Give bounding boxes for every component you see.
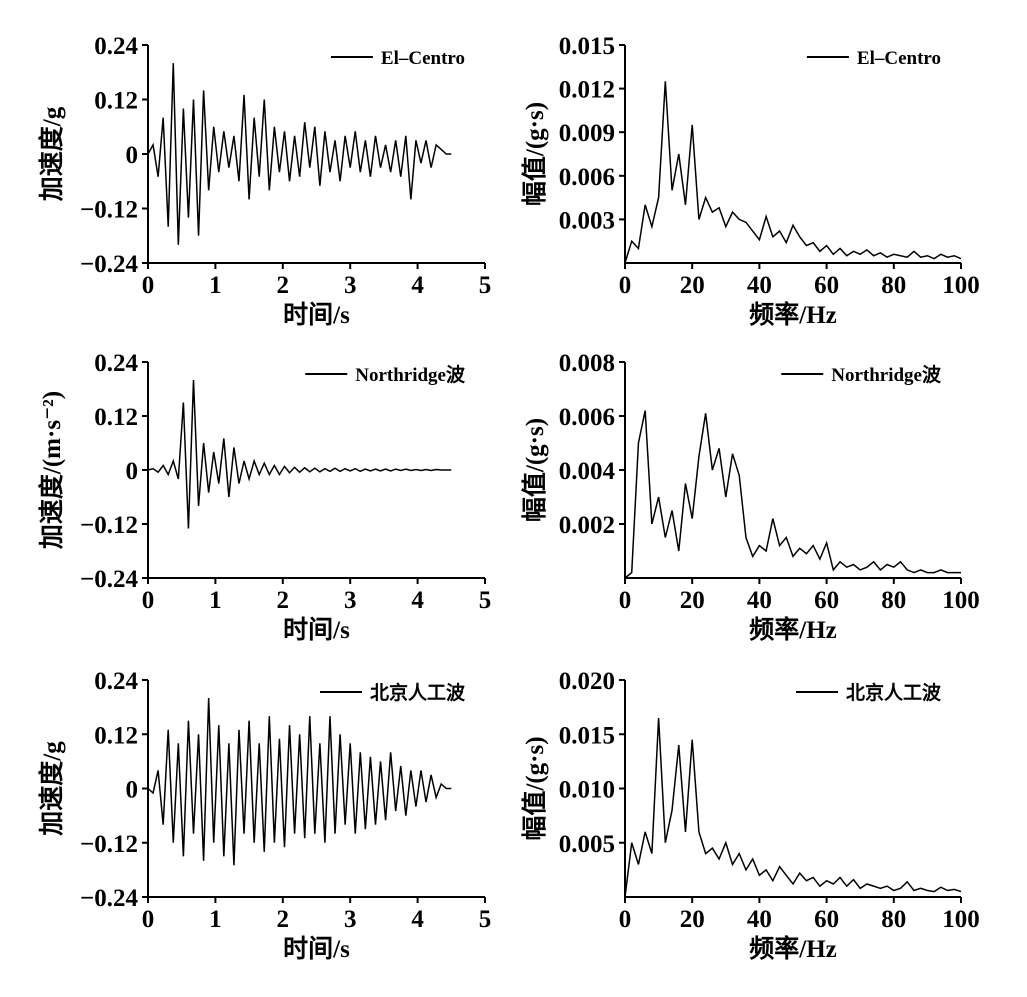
x-tick-label: 1	[209, 587, 222, 614]
series-line	[624, 81, 962, 264]
x-tick-label: 100	[942, 906, 980, 933]
legend-label: 北京人工波	[846, 681, 942, 704]
y-tick-label: 0.015	[559, 33, 615, 60]
x-axis-label: 频率/Hz	[749, 934, 837, 963]
x-tick-label: 3	[344, 906, 357, 933]
y-tick-label: 0.12	[94, 404, 138, 431]
y-tick-label: −0.24	[80, 566, 138, 593]
x-tick-label: 40	[747, 587, 772, 614]
x-tick-label: 20	[680, 587, 705, 614]
y-tick-label: 0.008	[559, 350, 615, 377]
x-tick-label: 1	[209, 906, 222, 933]
x-tick-label: 4	[411, 272, 424, 299]
y-axis-label: 加速度/g	[37, 741, 66, 837]
x-axis-label: 时间/s	[283, 935, 350, 963]
y-axis-label: 加速度/(m·s⁻²)	[37, 391, 66, 550]
y-tick-label: −0.24	[80, 885, 138, 912]
x-tick-label: 40	[747, 906, 772, 933]
y-axis-label: 幅值/(g·s)	[521, 736, 549, 840]
x-tick-label: 5	[479, 587, 492, 614]
y-tick-label: 0.002	[559, 512, 615, 539]
x-tick-label: 60	[814, 906, 839, 933]
y-tick-label: 0.006	[559, 404, 615, 431]
y-tick-label: −0.12	[80, 831, 138, 858]
y-tick-label: −0.24	[80, 251, 138, 278]
y-tick-label: 0.020	[559, 668, 615, 695]
x-tick-label: 0	[142, 906, 155, 933]
y-axis-label: 幅值/(g·s)	[521, 102, 549, 206]
x-tick-label: 0	[142, 587, 155, 614]
legend-label: Northridge波	[355, 363, 466, 386]
y-tick-label: 0.004	[559, 458, 616, 485]
y-tick-label: −0.12	[80, 197, 138, 224]
x-axis-label: 时间/s	[283, 616, 350, 644]
x-tick-label: 80	[881, 906, 906, 933]
legend-label: 北京人工波	[370, 681, 466, 704]
x-tick-label: 20	[680, 906, 705, 933]
y-tick-label: −0.12	[80, 512, 138, 539]
y-tick-label: 0.006	[559, 164, 615, 191]
x-axis-label: 频率/Hz	[749, 615, 837, 644]
y-tick-label: 0.015	[559, 722, 615, 749]
x-tick-label: 0	[619, 587, 632, 614]
x-tick-label: 100	[942, 587, 980, 614]
y-tick-label: 0.24	[94, 33, 138, 60]
x-tick-label: 20	[680, 272, 705, 299]
x-tick-label: 2	[277, 906, 290, 933]
series-line	[147, 63, 452, 245]
y-tick-label: 0.24	[94, 668, 138, 695]
y-tick-label: 0.12	[94, 722, 138, 749]
x-tick-label: 4	[411, 906, 424, 933]
x-axis-label: 频率/Hz	[749, 300, 837, 329]
legend-label: El–Centro	[857, 48, 941, 69]
x-tick-label: 60	[814, 272, 839, 299]
x-tick-label: 4	[411, 587, 424, 614]
x-tick-label: 5	[479, 272, 492, 299]
series-line	[147, 379, 452, 529]
x-tick-label: 0	[619, 272, 632, 299]
x-tick-label: 100	[942, 272, 980, 299]
x-tick-label: 1	[209, 272, 222, 299]
x-tick-label: 0	[142, 272, 155, 299]
x-axis-label: 时间/s	[283, 301, 350, 329]
series-line	[624, 717, 962, 898]
y-tick-label: 0	[126, 777, 139, 804]
x-tick-label: 80	[881, 587, 906, 614]
x-tick-label: 3	[344, 587, 357, 614]
x-tick-label: 0	[619, 906, 632, 933]
legend-label: El–Centro	[381, 48, 465, 69]
y-tick-label: 0.009	[559, 120, 615, 147]
y-tick-label: 0.010	[559, 777, 615, 804]
series-line	[624, 410, 961, 579]
y-tick-label: 0.012	[559, 77, 615, 104]
y-tick-label: 0.24	[94, 350, 138, 377]
x-tick-label: 3	[344, 272, 357, 299]
legend-label: Northridge波	[831, 363, 942, 386]
y-tick-label: 0.005	[559, 831, 615, 858]
y-tick-label: 0.12	[94, 88, 138, 115]
x-tick-label: 60	[814, 587, 839, 614]
y-tick-label: 0.003	[559, 207, 615, 234]
y-axis-label: 幅值/(g·s)	[521, 418, 549, 522]
x-tick-label: 5	[479, 906, 492, 933]
x-tick-label: 80	[881, 272, 906, 299]
x-tick-label: 40	[747, 272, 772, 299]
y-tick-label: 0	[126, 458, 139, 485]
x-tick-label: 2	[277, 272, 290, 299]
series-line	[147, 698, 452, 866]
x-tick-label: 2	[277, 587, 290, 614]
y-axis-label: 加速度/g	[37, 106, 66, 202]
y-tick-label: 0	[126, 142, 139, 169]
